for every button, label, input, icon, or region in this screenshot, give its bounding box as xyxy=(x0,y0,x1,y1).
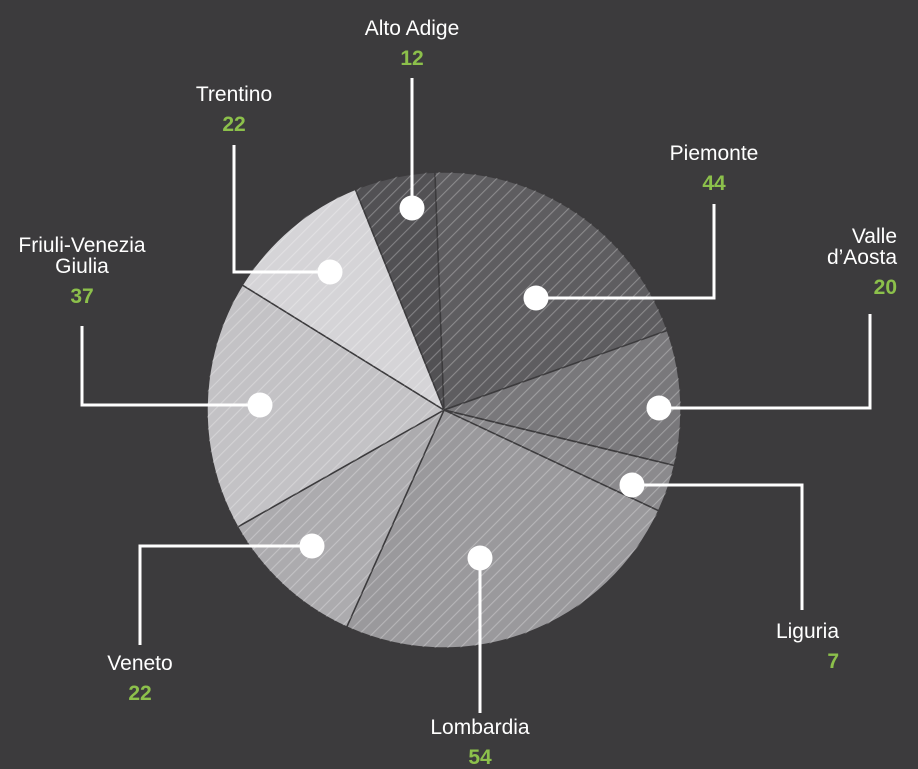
slice-label-lombardia: Lombardia xyxy=(430,716,530,739)
slice-value-liguria: 7 xyxy=(827,650,839,673)
pie-slice-hatch-valle-d-aosta xyxy=(444,330,682,466)
leader-line-liguria xyxy=(632,483,804,610)
leader-lines xyxy=(80,78,872,713)
slice-value-veneto: 22 xyxy=(128,682,151,705)
pie-slices xyxy=(206,171,682,649)
leader-dot-piemonte xyxy=(523,285,549,311)
slice-label-alto-adige: Alto Adige xyxy=(365,17,460,40)
leader-dot-trentino xyxy=(317,259,343,285)
slice-label-friuli-venezia-giulia-line2: Giulia xyxy=(55,255,109,278)
slice-label-veneto: Veneto xyxy=(107,652,172,675)
slice-label-liguria: Liguria xyxy=(776,620,839,643)
slice-value-valle-d-aosta: 20 xyxy=(874,276,897,299)
pie-slice-hatch-veneto xyxy=(237,410,444,628)
slice-label-valle-d-aosta-line1: Valle xyxy=(852,225,897,248)
leader-line-friuli-venezia-giulia xyxy=(80,326,260,407)
leader-line-valle-d-aosta xyxy=(659,314,872,410)
slice-value-trentino: 22 xyxy=(222,113,245,136)
leader-line-trentino xyxy=(232,145,330,274)
pie-slice-hatch-trentino xyxy=(242,189,444,410)
slice-value-alto-adige: 12 xyxy=(400,47,423,70)
leader-dot-alto-adige xyxy=(399,195,425,221)
slice-value-piemonte: 44 xyxy=(702,172,726,195)
slice-value-lombardia: 54 xyxy=(468,746,492,769)
slice-label-piemonte: Piemonte xyxy=(670,142,759,165)
slice-label-valle-d-aosta-line2: d’Aosta xyxy=(827,246,897,269)
leader-dot-friuli-venezia-giulia xyxy=(247,392,273,418)
leader-line-veneto xyxy=(138,544,312,645)
leader-dot-liguria xyxy=(619,472,645,498)
pie-slice-hatch-alto-adige xyxy=(355,172,444,410)
pie-slice-hatch-lombardia xyxy=(346,410,659,649)
pie-slice-hatch-friuli-venezia-giulia xyxy=(206,285,444,527)
leader-dot-veneto xyxy=(299,533,325,559)
slice-label-friuli-venezia-giulia-line1: Friuli-Venezia xyxy=(18,234,146,257)
slice-label-trentino: Trentino xyxy=(196,83,272,106)
pie-slice-hatch-liguria xyxy=(444,410,675,511)
leader-line-piemonte xyxy=(536,204,716,300)
leader-dot-valle-d-aosta xyxy=(646,395,672,421)
slice-value-friuli-venezia-giulia: 37 xyxy=(70,285,93,308)
leader-dot-lombardia xyxy=(467,545,493,571)
